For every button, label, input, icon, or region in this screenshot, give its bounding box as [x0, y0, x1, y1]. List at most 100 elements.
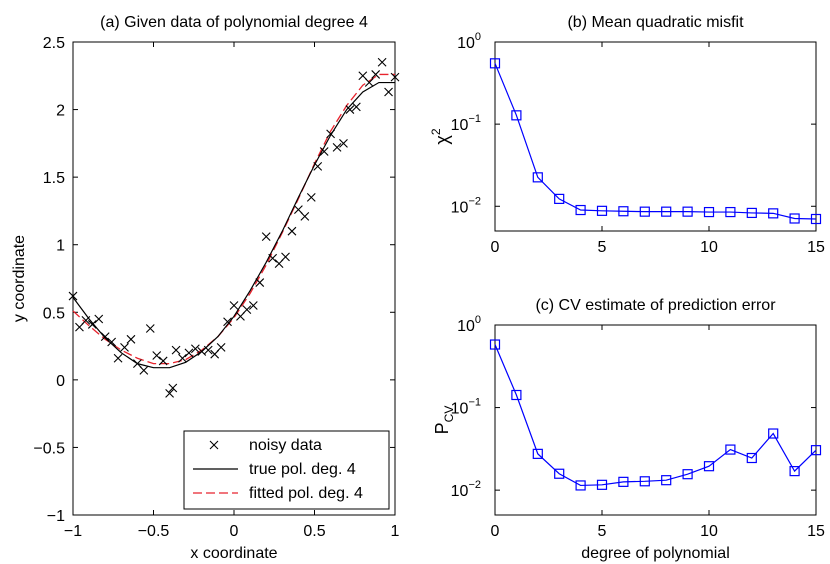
- marker-stroke: [294, 205, 303, 214]
- y-tick-label-exponent: −1: [468, 113, 481, 125]
- data-point-x: [306, 193, 316, 202]
- marker-stroke: [242, 305, 252, 314]
- data-point-x: [390, 72, 400, 82]
- y-axis-label: y coordinate: [11, 235, 28, 322]
- x-tick-label: 15: [807, 523, 825, 540]
- marker-stroke: [377, 57, 387, 67]
- marker-stroke: [358, 71, 368, 81]
- y-tick-label-exponent: 0: [475, 314, 481, 326]
- axes-box: [494, 324, 817, 516]
- data-point-x: [94, 314, 104, 324]
- marker-stroke: [87, 320, 97, 329]
- data-point-square: [511, 389, 522, 401]
- marker-stroke: [197, 347, 207, 356]
- marker-stroke: [351, 102, 361, 112]
- fitted-curve: [72, 73, 395, 365]
- data-point-x: [178, 353, 187, 363]
- marker-stroke: [345, 105, 355, 114]
- chart-title: (c) CV estimate of prediction error: [535, 297, 776, 314]
- x-tick-label: −1: [64, 523, 82, 540]
- y-tick-label: −1: [47, 508, 65, 525]
- marker-stroke: [300, 211, 310, 221]
- data-point-x: [261, 232, 271, 241]
- marker-stroke: [209, 440, 219, 450]
- data-point-x: [126, 334, 136, 344]
- data-point-x: [242, 305, 252, 314]
- y-tick-label-base: 10: [457, 35, 475, 52]
- marker-stroke: [248, 301, 258, 310]
- marker-stroke: [81, 316, 91, 325]
- data-point-x: [120, 343, 129, 352]
- marker-stroke: [152, 351, 162, 360]
- legend-marker-x: [209, 440, 219, 450]
- marker-stroke: [100, 332, 110, 342]
- y-tick-label: 100: [457, 314, 481, 335]
- marker-stroke: [223, 317, 232, 327]
- data-point-x: [145, 324, 155, 333]
- marker-stroke: [287, 226, 297, 236]
- data-point-square: [554, 468, 565, 479]
- data-point-square: [703, 206, 715, 218]
- data-point-square: [682, 206, 693, 217]
- data-point-x: [326, 129, 335, 139]
- data-point-x: [281, 252, 290, 262]
- y-tick-label-exponent: 0: [475, 31, 481, 43]
- marker-stroke: [261, 232, 271, 241]
- data-point-x: [364, 78, 374, 87]
- marker-stroke: [268, 253, 278, 263]
- data-point-square: [489, 339, 501, 350]
- data-point-x: [377, 57, 387, 67]
- data-point-x: [113, 353, 123, 363]
- y-tick-label-base: 10: [451, 483, 469, 500]
- y-tick-label-exponent: −2: [468, 195, 481, 207]
- marker-stroke: [339, 138, 348, 148]
- data-point-x: [168, 383, 178, 393]
- data-point-square: [596, 205, 608, 216]
- legend-label: fitted pol. deg. 4: [249, 485, 363, 502]
- data-point-square: [661, 475, 672, 486]
- data-point-x: [139, 366, 149, 375]
- chart-title: (a) Given data of polynomial degree 4: [100, 14, 368, 31]
- y-axis-label-base: P: [432, 422, 452, 434]
- marker-stroke: [107, 337, 117, 347]
- marker-stroke: [158, 356, 168, 366]
- y-axis-label-sup: 2: [429, 128, 443, 135]
- y-axis-label: χ2: [429, 128, 452, 144]
- marker-stroke: [139, 366, 149, 375]
- data-point-square: [532, 172, 543, 183]
- data-point-x: [319, 147, 329, 156]
- marker-stroke: [68, 291, 78, 301]
- y-tick-label: 10−1: [451, 113, 481, 134]
- data-point-square: [768, 208, 779, 219]
- y-tick-label: −0.5: [33, 440, 65, 457]
- data-point-x: [371, 70, 381, 79]
- true-curve: [72, 81, 395, 369]
- y-tick-label: 2: [56, 103, 65, 120]
- x-tick-label: 10: [700, 239, 718, 256]
- y-axis-label-sub: CV: [442, 406, 456, 423]
- data-point-x: [190, 344, 200, 354]
- data-point-x: [152, 351, 162, 360]
- marker-stroke: [216, 343, 226, 352]
- data-point-x: [81, 316, 91, 325]
- data-point-square: [554, 193, 565, 204]
- data-point-x: [100, 332, 110, 342]
- y-tick-label-exponent: −1: [468, 397, 481, 409]
- data-point-x: [287, 226, 297, 236]
- marker-stroke: [371, 70, 381, 79]
- data-point-x: [165, 388, 174, 398]
- data-point-square: [746, 452, 757, 464]
- y-tick-label-exponent: −2: [468, 479, 481, 491]
- marker-stroke: [178, 353, 187, 363]
- data-point-square: [768, 428, 779, 439]
- data-point-square: [639, 206, 650, 217]
- data-point-square: [789, 213, 800, 224]
- data-point-square: [639, 476, 650, 487]
- y-axis-label: PCV: [432, 406, 456, 435]
- marker-stroke: [126, 334, 136, 344]
- data-point-square: [810, 213, 822, 225]
- chart-title: (b) Mean quadratic misfit: [567, 14, 744, 31]
- data-point-x: [203, 345, 213, 355]
- marker-stroke: [120, 343, 129, 352]
